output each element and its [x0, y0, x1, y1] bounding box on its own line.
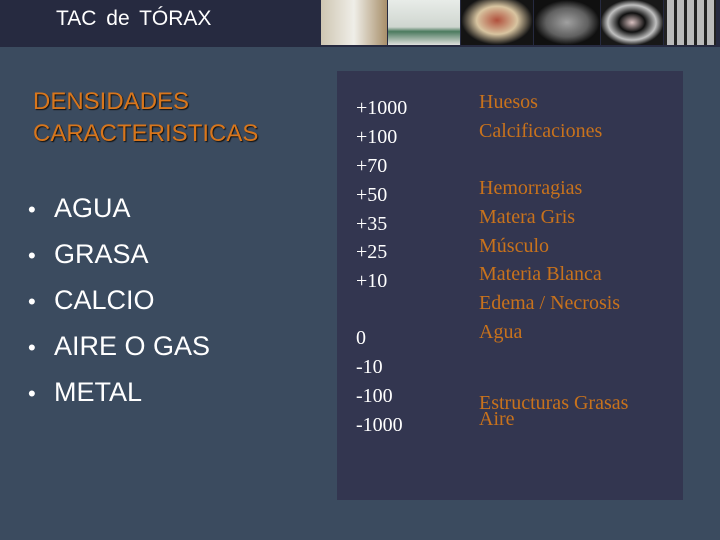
ct-film-sheet [664, 0, 716, 45]
list-item-text: GRASA [54, 239, 149, 269]
bullet-icon: • [28, 243, 36, 268]
list-item: • AIRE O GAS [28, 328, 210, 374]
hu-value: +50 [356, 184, 388, 206]
list-item: • METAL [28, 374, 210, 420]
list-item: • GRASA [28, 236, 210, 282]
tissue-label: Músculo [479, 235, 549, 257]
ct-thorax-slice [601, 0, 663, 45]
tissue-label: Hemorragias [479, 177, 583, 199]
tissue-label: Materia Blanca [479, 263, 602, 285]
density-table-panel [337, 71, 683, 500]
section-heading: DENSIDADES CARACTERISTICAS [33, 86, 258, 150]
bullet-icon: • [28, 197, 36, 222]
hu-value: +10 [356, 270, 388, 292]
hu-value: +25 [356, 241, 388, 263]
ct-scanner-room-photo [321, 0, 387, 45]
3d-ct-torso-render [461, 0, 533, 45]
list-item: • AGUA [28, 190, 210, 236]
heading-line-2: CARACTERISTICAS [33, 120, 259, 147]
hu-value: -1000 [356, 414, 403, 436]
hu-value: -10 [356, 356, 383, 378]
hu-value: -100 [356, 385, 393, 407]
tissue-label: Estructuras Grasas [479, 392, 629, 414]
list-item-text: AIRE O GAS [54, 331, 211, 361]
tissue-label: Aire [479, 408, 515, 430]
bullet-icon: • [28, 335, 36, 360]
header-image-strip [321, 0, 717, 45]
tissue-label: Edema / Necrosis [479, 292, 621, 314]
hu-value: +70 [356, 155, 388, 177]
tissue-label: Huesos [479, 91, 538, 113]
heading-line-1: DENSIDADES [33, 88, 190, 115]
tissue-label: Agua [479, 321, 523, 343]
hu-value: 0 [356, 327, 366, 349]
hu-value: +35 [356, 213, 388, 235]
density-list: • AGUA • GRASA • CALCIO • AIRE O GAS • METAL [28, 190, 210, 420]
ct-abdomen-slice [534, 0, 600, 45]
list-item-text: AGUA [54, 193, 131, 223]
slide-title: TAC de TÓRAX [56, 7, 212, 30]
bullet-icon: • [28, 289, 36, 314]
hu-value: +100 [356, 126, 398, 148]
list-item-text: METAL [54, 377, 143, 407]
list-item-text: CALCIO [54, 285, 155, 315]
ct-scanner-patient-photo [388, 0, 460, 45]
hu-value: +1000 [356, 97, 408, 119]
list-item: • CALCIO [28, 282, 210, 328]
tissue-label: Matera Gris [479, 206, 576, 228]
bullet-icon: • [28, 381, 36, 406]
tissue-label: Calcificaciones [479, 120, 603, 142]
header-bar: TAC de TÓRAX [0, 0, 720, 47]
